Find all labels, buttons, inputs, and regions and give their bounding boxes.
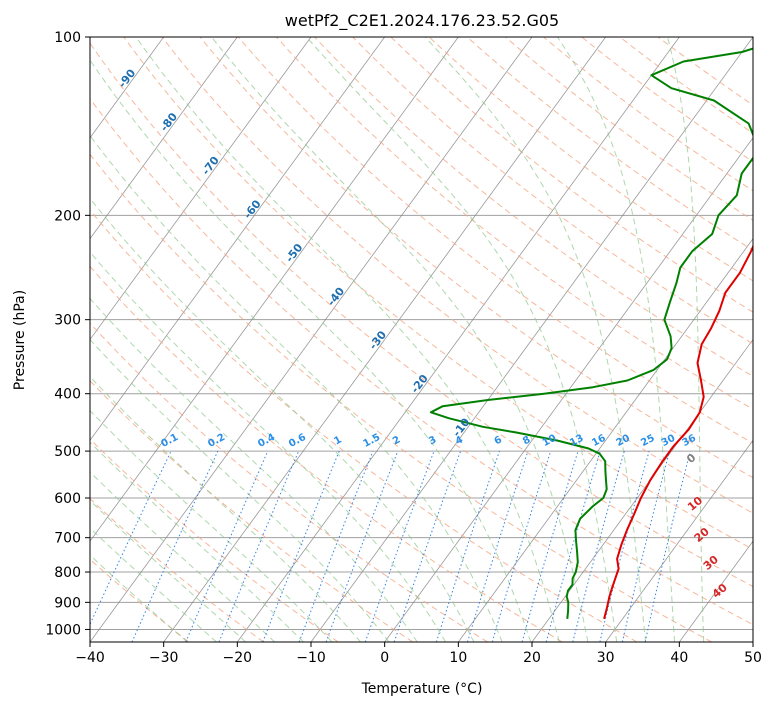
x-tick-label: 40 [670, 650, 688, 666]
mixing-ratio-label: 16 [590, 433, 607, 449]
y-tick-label: 800 [54, 565, 81, 581]
dry-adiabat-line [544, 37, 775, 642]
dry-adiabat-label: -90 [116, 66, 139, 90]
y-tick-label: 300 [54, 313, 81, 329]
mixing-ratio-line [622, 451, 669, 642]
mixing-ratio-line [573, 451, 625, 642]
mixing-ratio-label: 6 [493, 434, 504, 447]
x-tick-label: 20 [523, 650, 541, 666]
dry-adiabat-label: -50 [283, 241, 306, 265]
isotherm-line [753, 37, 775, 642]
y-axis-label: Pressure (hPa) [12, 290, 28, 390]
y-tick-label: 500 [54, 444, 81, 460]
x-tick-label: −30 [149, 650, 179, 666]
dry-adiabat-line [0, 37, 264, 642]
dry-adiabat-label: -70 [199, 154, 222, 178]
mixing-ratio-line [600, 451, 649, 642]
dry-adiabat-label: -40 [325, 285, 348, 309]
dry-adiabat-line [620, 37, 775, 642]
chart-title: wetPf2_C2E1.2024.176.23.52.G05 [285, 11, 559, 31]
moist-adiabat-line [307, 37, 617, 642]
y-tick-label: 200 [54, 208, 81, 224]
isotherm-line [679, 37, 775, 642]
mixing-ratio-label: 1 [332, 434, 343, 447]
moist-adiabat-line [0, 37, 389, 642]
y-tick-label: 100 [54, 30, 81, 46]
isotherm-line [458, 37, 775, 642]
moist-adiabat-line [0, 37, 217, 642]
mixing-ratio-line [219, 451, 299, 642]
mixing-ratio-line [522, 451, 578, 642]
dry-adiabat-line [391, 37, 775, 642]
moist-adiabat-line [668, 37, 704, 642]
isotherm-line [16, 37, 458, 642]
moist-adiabat-line [24, 37, 502, 642]
mixing-ratio-line [365, 451, 434, 642]
dry-adiabat-line [162, 37, 775, 642]
mixing-ratio-line [492, 451, 550, 642]
moist-adiabat-line [0, 37, 275, 642]
mixing-ratio-line [645, 451, 690, 642]
moist-adiabat-label: 30 [701, 553, 721, 573]
x-tick-label: 50 [744, 650, 762, 666]
mixing-ratio-label: 25 [639, 433, 656, 449]
dry-adiabat-label: -60 [241, 197, 264, 221]
mixing-ratio-line [468, 451, 529, 642]
y-tick-label: 900 [54, 595, 81, 611]
moist-adiabat-line [0, 37, 246, 642]
moist-adiabat-line [75, 37, 531, 642]
isotherm-line [0, 37, 237, 642]
moist-adiabat-label: 20 [692, 525, 712, 545]
moist-adiabat-line [0, 37, 303, 642]
x-tick-label: −10 [296, 650, 326, 666]
mixing-ratio-label: 0.1 [159, 432, 180, 450]
dry-adiabat-label: -30 [367, 328, 390, 352]
isotherm-line [90, 37, 532, 642]
mixing-ratio-line [82, 451, 171, 642]
dry-adiabat-line [0, 37, 488, 642]
dry-adiabat-line [658, 37, 775, 642]
dry-adiabat-line [467, 37, 775, 642]
y-tick-label: 1000 [45, 622, 81, 638]
y-tick-label: 600 [54, 491, 81, 507]
plot-frame [90, 37, 753, 642]
mixing-ratio-line [299, 451, 373, 642]
mixing-ratio-line [546, 451, 600, 642]
mixing-ratio-label: 0.6 [287, 432, 308, 450]
dry-adiabat-label: -80 [158, 110, 181, 134]
dry-adiabat-line [505, 37, 775, 642]
mixing-ratio-label: 10 [541, 433, 558, 449]
dry-adiabat-label: -20 [408, 372, 431, 396]
moist-adiabat-line [136, 37, 559, 642]
mixing-ratio-label: 3 [427, 434, 438, 447]
x-tick-label: −20 [223, 650, 253, 666]
y-tick-label: 700 [54, 531, 81, 547]
moist-adiabat-line [0, 37, 361, 642]
mixing-ratio-line [186, 451, 268, 642]
moist-adiabat-label: 0 [684, 451, 698, 466]
x-axis-label: Temperature (°C) [361, 681, 483, 697]
isotherm-line [385, 37, 775, 642]
dewpoint-line [431, 37, 775, 619]
x-tick-label: 10 [449, 650, 467, 666]
x-tick-label: 30 [597, 650, 615, 666]
dry-adiabat-line [353, 37, 775, 642]
moist-adiabat-line [0, 37, 417, 642]
y-tick-label: 400 [54, 387, 81, 403]
mixing-ratio-line [132, 451, 218, 642]
mixing-ratio-label: 2 [391, 434, 402, 447]
moist-adiabat-label: 10 [685, 494, 705, 514]
moist-adiabat-line [558, 37, 675, 642]
isotherm-line [0, 37, 385, 642]
x-tick-label: −40 [75, 650, 105, 666]
x-tick-label: 0 [380, 650, 389, 666]
mixing-ratio-label: 0.4 [256, 432, 277, 450]
isotherm-line [0, 37, 311, 642]
mixing-ratio-label: 20 [615, 433, 632, 449]
mixing-ratio-line [326, 451, 398, 642]
moist-adiabat-label: 40 [710, 581, 730, 601]
